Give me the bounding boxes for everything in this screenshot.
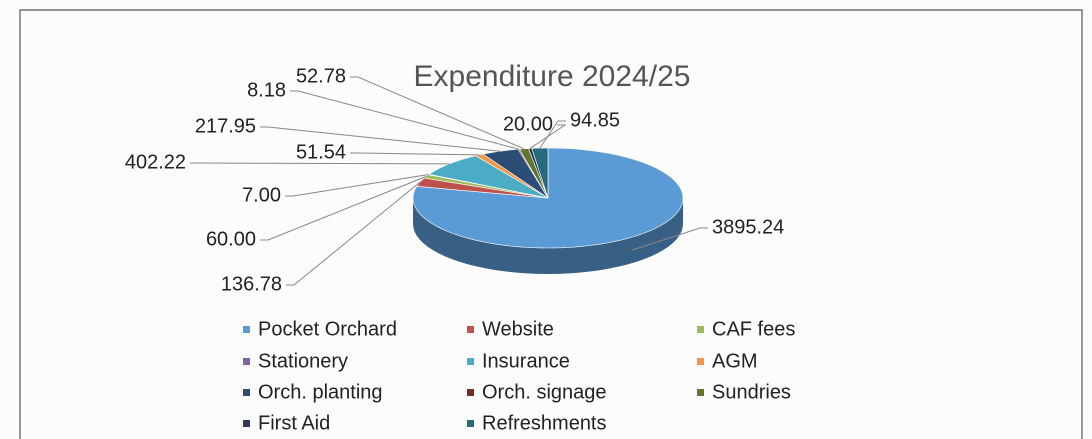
data-label: 402.22 — [125, 151, 186, 173]
legend-swatch — [243, 358, 250, 365]
leader-line — [190, 162, 450, 165]
legend-label: AGM — [712, 350, 758, 372]
leader-line — [260, 175, 427, 241]
legend-label: CAF fees — [712, 318, 795, 340]
legend-swatch — [467, 420, 474, 427]
data-label: 3895.24 — [712, 216, 784, 238]
legend-swatch — [243, 326, 250, 333]
chart-title: Expenditure 2024/25 — [414, 60, 691, 93]
leader-line — [539, 120, 566, 149]
slice — [428, 155, 549, 199]
data-label: 8.18 — [247, 79, 286, 101]
legend-swatch — [467, 358, 474, 365]
legend-swatch — [697, 389, 704, 396]
legend-label: Orch. signage — [482, 381, 607, 403]
slice — [531, 147, 549, 199]
leader-line — [350, 76, 525, 150]
leader-line — [290, 90, 519, 150]
legend-label: Refreshments — [482, 412, 607, 434]
data-label: 136.78 — [221, 273, 282, 295]
legend-swatch — [697, 358, 704, 365]
slice-side — [413, 198, 683, 274]
legend-label: Stationery — [258, 350, 348, 372]
legend-label: Website — [482, 318, 554, 340]
legend-swatch — [243, 420, 250, 427]
leader-line — [260, 126, 501, 152]
data-label: 20.00 — [503, 113, 553, 135]
legend-swatch — [243, 389, 250, 396]
leader-line — [286, 181, 421, 286]
legend-label: First Aid — [258, 412, 330, 434]
legend-label: Insurance — [482, 350, 570, 372]
data-label: 7.00 — [242, 184, 281, 206]
data-label: 60.00 — [206, 228, 256, 250]
legend-label: Sundries — [712, 381, 791, 403]
leader-line — [529, 124, 567, 149]
legend-swatch — [467, 389, 474, 396]
leader-line — [350, 152, 480, 156]
data-label: 52.78 — [296, 65, 346, 87]
legend-label: Pocket Orchard — [258, 318, 397, 340]
data-label: 94.85 — [570, 109, 620, 131]
leader-line — [631, 227, 708, 251]
legend-swatch — [467, 326, 474, 333]
frame — [19, 9, 1083, 439]
legend-label: Orch. planting — [258, 381, 383, 403]
legend-swatch — [697, 326, 704, 333]
leader-line — [285, 173, 429, 197]
data-label: 51.54 — [296, 141, 346, 163]
data-label: 217.95 — [195, 115, 256, 137]
